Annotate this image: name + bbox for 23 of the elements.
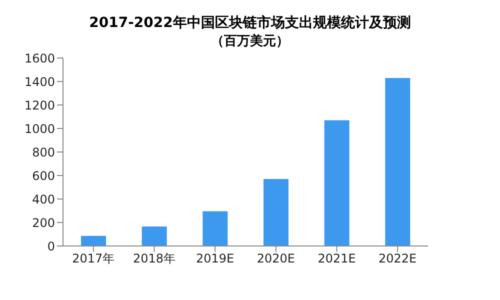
- y-tick-label: 1000: [24, 122, 55, 136]
- y-tick-label: 1400: [24, 74, 55, 89]
- x-tick-label: 2019E: [196, 252, 234, 266]
- y-tick-label: 0: [47, 239, 55, 254]
- bar: [264, 179, 288, 246]
- bar: [202, 211, 228, 246]
- y-tick-label: 1600: [24, 51, 55, 66]
- x-tick-label: 2021E: [318, 252, 356, 266]
- bar: [81, 236, 106, 246]
- y-tick-label: 200: [32, 216, 55, 230]
- bar: [142, 226, 167, 246]
- bar: [385, 78, 410, 246]
- y-tick-label: 1200: [24, 98, 55, 112]
- x-tick-label: 2017年: [72, 252, 115, 266]
- x-tick-label: 2022E: [378, 252, 417, 266]
- x-tick-label: 2018年: [132, 252, 176, 266]
- y-tick-label: 800: [32, 145, 55, 160]
- chart-subtitle: （百万美元）: [210, 32, 290, 50]
- y-tick-label: 400: [32, 192, 55, 206]
- chart-title: 2017-2022年中国区块链市场支出规模统计及预测: [88, 14, 412, 32]
- y-tick-label: 600: [32, 168, 55, 183]
- x-tick-label: 2020E: [256, 252, 295, 266]
- bar: [324, 120, 350, 246]
